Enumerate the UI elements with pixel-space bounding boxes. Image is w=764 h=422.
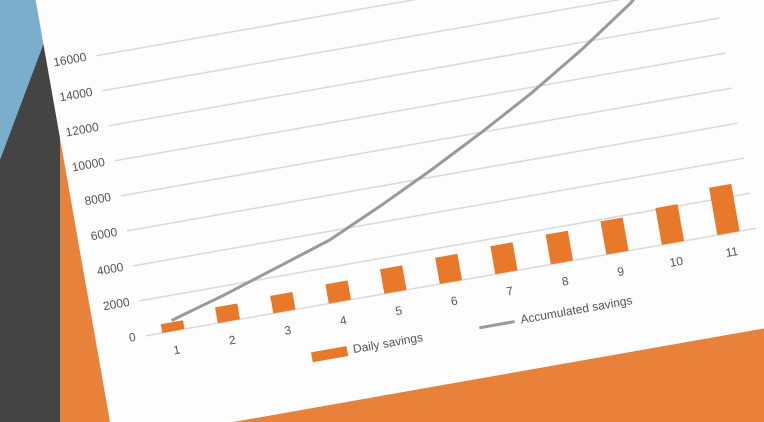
x-tick-label: 2 <box>228 333 237 348</box>
grid-line <box>96 0 707 57</box>
y-tick-label: 10000 <box>71 155 107 175</box>
x-tick-label: 5 <box>394 303 403 318</box>
bar <box>160 320 185 333</box>
bar <box>545 230 574 265</box>
grid-line <box>139 192 751 302</box>
x-tick-label: 9 <box>616 264 625 279</box>
bar <box>215 303 240 324</box>
grid-line <box>126 122 738 232</box>
x-tick-label: 7 <box>505 284 514 299</box>
y-tick-label: 12000 <box>65 120 101 140</box>
grid-line <box>133 157 744 267</box>
bar <box>600 217 629 255</box>
x-tick-label: 3 <box>283 323 292 338</box>
bar <box>325 280 352 304</box>
bar <box>435 253 463 285</box>
bar <box>270 291 296 314</box>
y-tick-label: 8000 <box>83 190 112 208</box>
x-tick-label: 11 <box>724 244 739 260</box>
x-tick-label: 10 <box>668 254 684 270</box>
grid-line <box>114 52 726 162</box>
x-tick-label: 1 <box>172 342 181 357</box>
bar <box>655 204 685 245</box>
grid-line <box>108 17 720 127</box>
chart: 0 2000 4000 6000 8000 10000 12000 14000 16000 1 2 3… <box>52 0 757 363</box>
y-tick-label: 16000 <box>52 50 88 70</box>
x-tick-label: 6 <box>450 293 459 308</box>
line <box>170 0 679 322</box>
y-tick-label: 2000 <box>102 295 131 313</box>
x-tick-label: 4 <box>339 313 348 328</box>
grid-line <box>102 0 714 92</box>
bar <box>490 242 518 275</box>
legend-swatch <box>479 320 516 330</box>
y-tick-label: 0 <box>128 330 137 345</box>
x-tick-label: 8 <box>561 274 570 289</box>
y-tick-label: 14000 <box>58 85 94 105</box>
bar <box>379 265 407 294</box>
y-tick-label: 6000 <box>90 225 119 243</box>
grid-line <box>120 87 732 197</box>
legend-swatch <box>311 346 349 363</box>
bar <box>709 183 740 236</box>
y-tick-label: 4000 <box>96 260 125 278</box>
